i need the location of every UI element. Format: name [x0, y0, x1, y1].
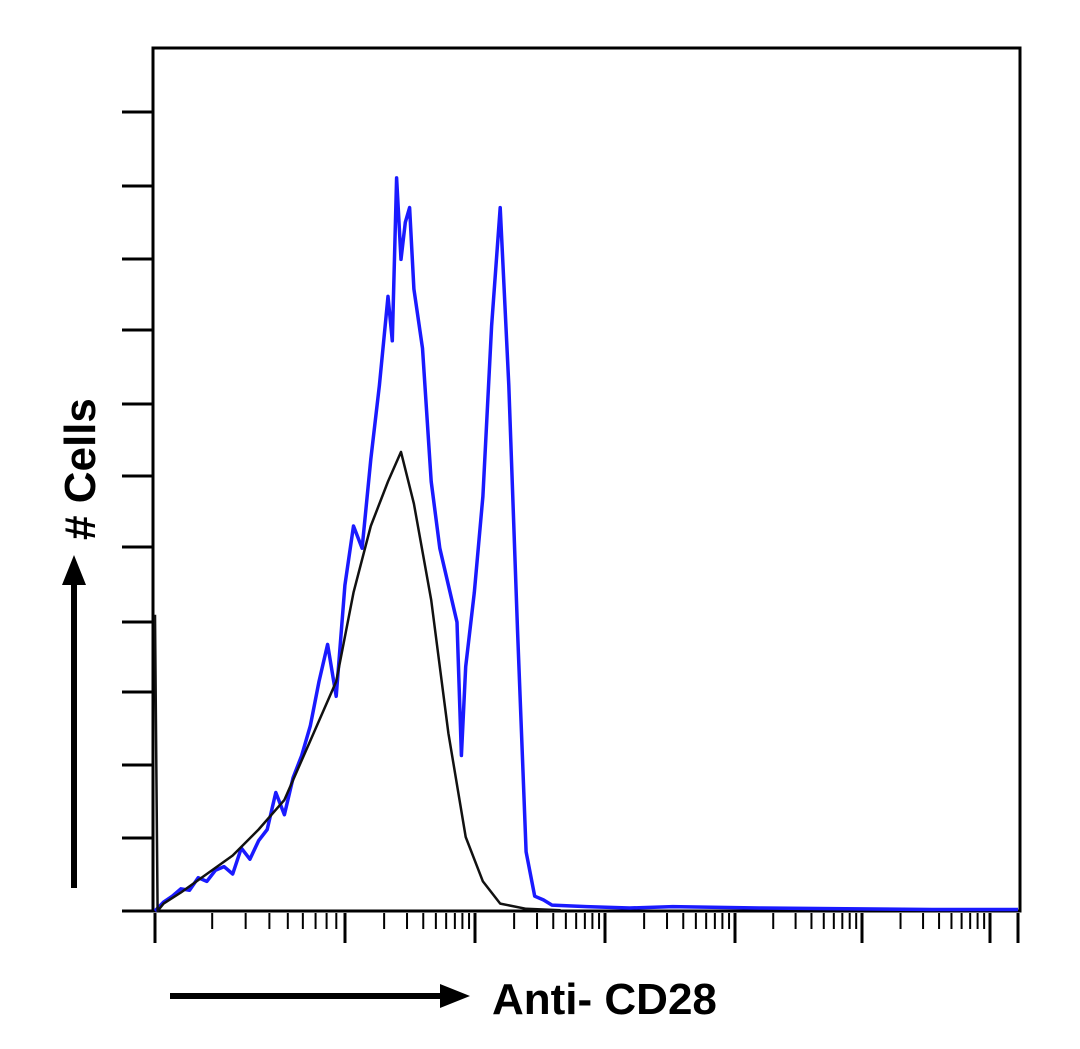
x-axis-arrowhead — [440, 984, 470, 1008]
series-layer — [153, 176, 1018, 913]
x-axis-label: Anti- CD28 — [492, 975, 717, 1024]
x-axis-label-group: Anti- CD28 — [170, 975, 717, 1024]
black-series-line — [153, 450, 561, 913]
plot-frame — [151, 46, 1022, 913]
y-axis-ticks — [122, 110, 153, 913]
y-axis-label-group: # Cells — [56, 398, 105, 888]
y-axis-label: # Cells — [56, 398, 105, 540]
plot-area — [122, 46, 1022, 943]
y-axis-arrowhead — [62, 555, 86, 585]
x-axis-ticks — [153, 913, 1020, 943]
blue-series-line — [153, 176, 1018, 913]
